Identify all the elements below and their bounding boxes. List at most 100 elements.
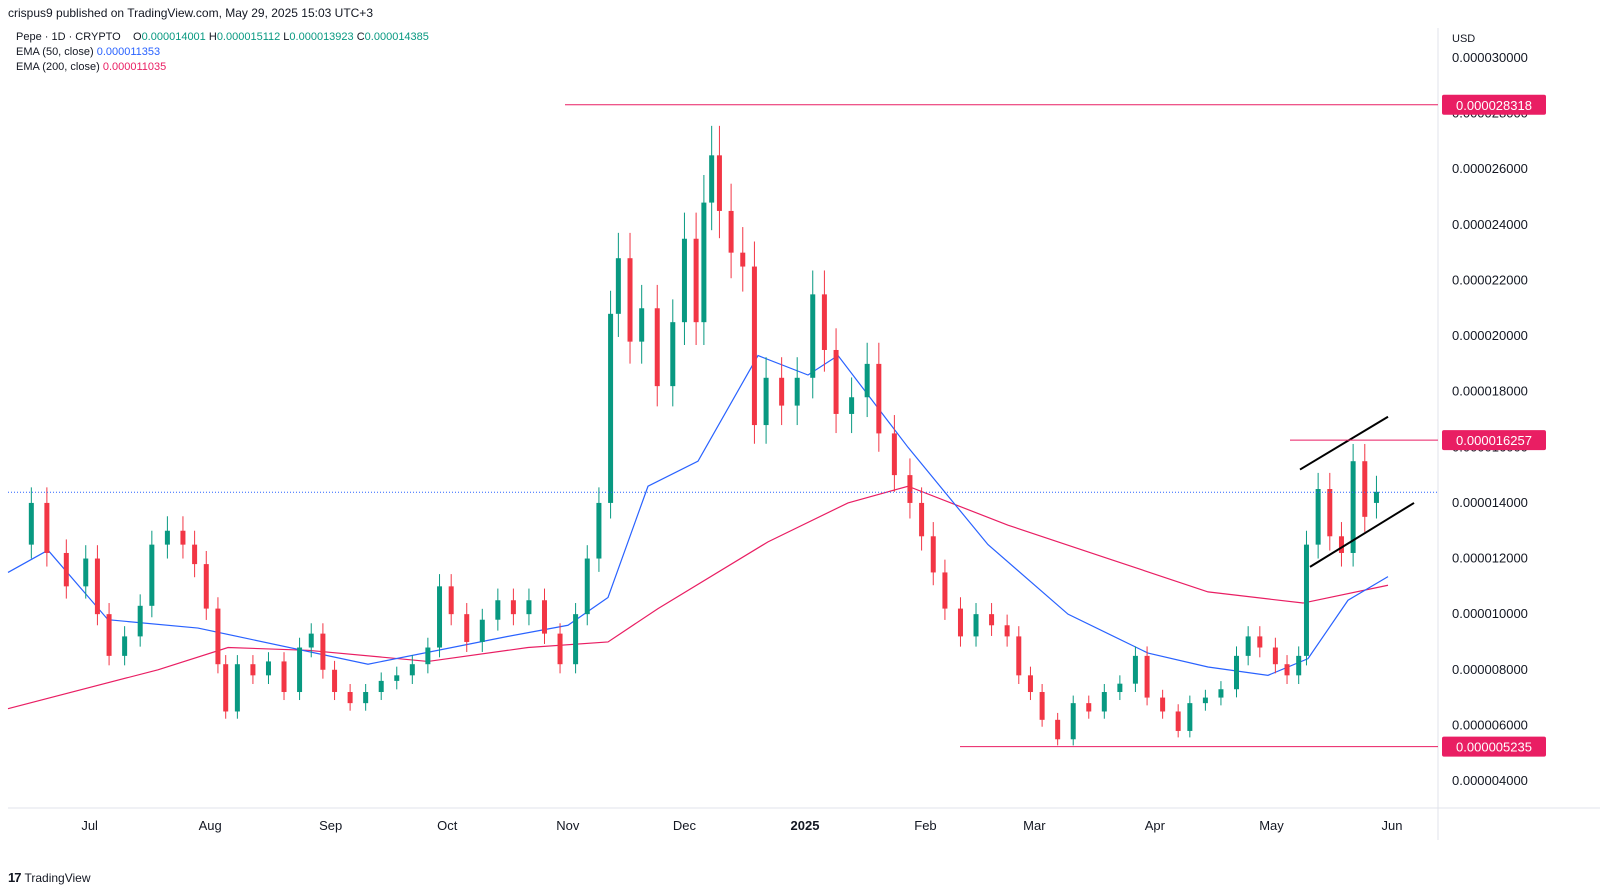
y-tick-label: 0.000010000 <box>1452 606 1528 621</box>
candle-body <box>1327 489 1333 537</box>
candle-body <box>1101 692 1107 712</box>
candle-body <box>573 614 579 665</box>
candle-body <box>1350 461 1356 553</box>
candle-body <box>1338 536 1344 553</box>
x-tick-label: Sep <box>319 818 342 833</box>
level-price-label: 0.000028318 <box>1456 98 1532 113</box>
candle-body <box>215 608 221 665</box>
candle-body <box>1296 655 1302 676</box>
candle-body <box>495 600 501 620</box>
close-label: C <box>356 31 365 43</box>
candle-body <box>557 633 563 665</box>
candle-body <box>810 294 816 378</box>
candle-body <box>106 614 112 656</box>
candle-body <box>751 266 757 426</box>
candle-body <box>919 502 925 537</box>
candle-body <box>122 636 128 656</box>
chart-legend: Pepe · 1D · CRYPTO O0.000014001 H0.00001… <box>16 30 429 75</box>
candle-body <box>1315 489 1321 545</box>
candle-body <box>794 377 800 406</box>
candle-body <box>709 155 715 203</box>
ema200-row: EMA (200, close) 0.000011035 <box>16 60 429 75</box>
candle-body <box>332 669 338 693</box>
candle-body <box>137 605 143 637</box>
candle-body <box>1070 703 1076 740</box>
candle-body <box>192 544 198 565</box>
candle-body <box>44 502 50 553</box>
x-tick-label: Feb <box>914 818 936 833</box>
candle-body <box>479 619 485 642</box>
level-price-label: 0.000016257 <box>1456 433 1532 448</box>
candle-body <box>821 294 827 350</box>
y-tick-label: 0.000012000 <box>1452 551 1528 566</box>
candle-body <box>864 363 870 398</box>
candle-body <box>281 661 287 693</box>
candle-body <box>1218 689 1224 698</box>
candle-body <box>1144 655 1150 698</box>
level-price-tag <box>1442 94 1546 115</box>
candle-body <box>779 377 785 406</box>
ema200-value: 0.000011035 <box>102 61 167 73</box>
candle-body <box>639 308 645 342</box>
ema50-label: EMA (50, close) <box>16 46 94 58</box>
candle-body <box>180 530 186 545</box>
candle-body <box>510 600 516 615</box>
candle-body <box>627 258 633 342</box>
close-value: 0.000014385 <box>364 31 429 43</box>
candle-body <box>907 475 913 503</box>
candle-body <box>833 349 839 414</box>
y-tick-label: 0.000014000 <box>1452 495 1528 510</box>
x-tick-label: Mar <box>1023 818 1046 833</box>
y-tick-label: 0.000006000 <box>1452 717 1528 732</box>
candle-body <box>1202 697 1208 704</box>
y-tick-label: 0.000008000 <box>1452 662 1528 677</box>
candle-body <box>654 308 660 387</box>
high-label: H <box>208 31 217 43</box>
channel-trendline-upper[interactable] <box>1299 415 1389 471</box>
candle-body <box>1187 703 1193 731</box>
level-price-tag <box>1442 430 1546 451</box>
x-tick-label: Jul <box>81 818 98 833</box>
candle-body <box>1132 655 1138 684</box>
candle-body <box>670 322 676 387</box>
candle-body <box>584 558 590 615</box>
channel-trendline-lower[interactable] <box>1309 502 1415 568</box>
candle-body <box>608 313 614 503</box>
candle-body <box>849 397 855 414</box>
candle-body <box>83 558 89 587</box>
candle-body <box>448 586 454 615</box>
level-price-tag <box>1442 736 1546 757</box>
candle-body <box>363 692 369 704</box>
candle-body <box>681 238 687 323</box>
level-price-label: 0.000005235 <box>1456 740 1532 755</box>
candle-body <box>63 552 69 587</box>
ema200-label: EMA (200, close) <box>16 61 100 73</box>
brand-name: TradingView <box>24 870 91 885</box>
x-tick-label: Nov <box>556 818 580 833</box>
x-tick-label: Aug <box>199 818 222 833</box>
candle-body <box>1257 636 1263 648</box>
candle-body <box>615 258 621 314</box>
y-tick-label: 0.000020000 <box>1452 328 1528 343</box>
candle-body <box>1016 636 1022 676</box>
candle-body <box>1284 664 1290 676</box>
y-tick-label: 0.000026000 <box>1452 161 1528 176</box>
candle-body <box>701 202 707 323</box>
candle-body <box>203 564 209 609</box>
candle-body <box>716 155 722 211</box>
candle-body <box>1303 544 1309 656</box>
x-tick-label: May <box>1259 818 1284 833</box>
candle-body <box>308 633 314 648</box>
candle-body <box>437 586 443 648</box>
candle-body <box>464 614 470 642</box>
candle-body <box>876 363 882 434</box>
candle-body <box>164 530 170 545</box>
candle-body <box>28 502 34 545</box>
candle-body <box>409 664 415 676</box>
x-tick-label: Apr <box>1145 818 1166 833</box>
candle-body <box>297 647 303 693</box>
candle-body <box>1233 655 1239 690</box>
low-label: L <box>283 31 290 43</box>
